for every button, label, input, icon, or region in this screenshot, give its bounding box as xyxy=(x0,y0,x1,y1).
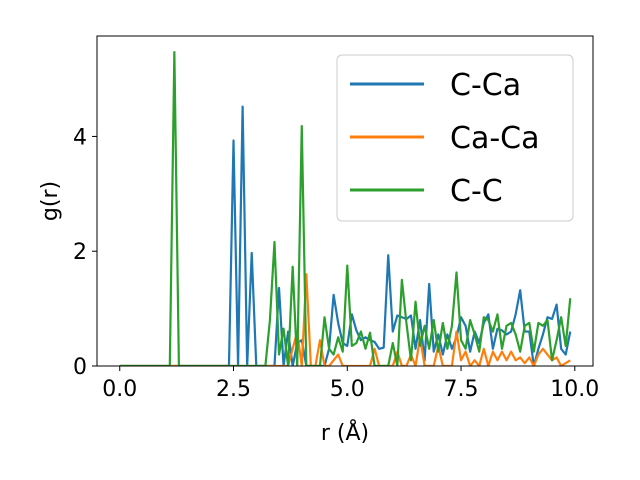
x-tick-label: 0.0 xyxy=(102,377,137,402)
y-axis-ticks: 0 2 4 xyxy=(73,125,97,380)
y-axis-label: g(r) xyxy=(38,181,63,221)
series-layer xyxy=(119,50,572,366)
x-tick-label: 2.5 xyxy=(216,377,251,402)
y-tick-label: 2 xyxy=(73,240,87,265)
series-line-c-ca xyxy=(119,105,572,366)
legend-box xyxy=(336,54,574,222)
x-tick-label: 5.0 xyxy=(330,377,365,402)
x-axis-label: r (Å) xyxy=(321,419,369,446)
legend-label-c-c: C-C xyxy=(450,174,503,209)
x-tick-label: 10.0 xyxy=(550,377,599,402)
legend-label-c-ca: C-Ca xyxy=(450,68,521,103)
legend-label-ca-ca: Ca-Ca xyxy=(450,121,540,156)
y-tick-label: 0 xyxy=(73,355,87,380)
y-tick-label: 4 xyxy=(73,125,87,150)
x-tick-label: 7.5 xyxy=(444,377,479,402)
series-line-c-c xyxy=(119,50,572,366)
x-axis-ticks: 0.0 2.5 5.0 7.5 10.0 xyxy=(102,366,599,402)
axes-frame xyxy=(96,35,594,367)
series-line-ca-ca xyxy=(119,273,571,366)
legend: C-Ca Ca-Ca C-C xyxy=(336,54,574,222)
